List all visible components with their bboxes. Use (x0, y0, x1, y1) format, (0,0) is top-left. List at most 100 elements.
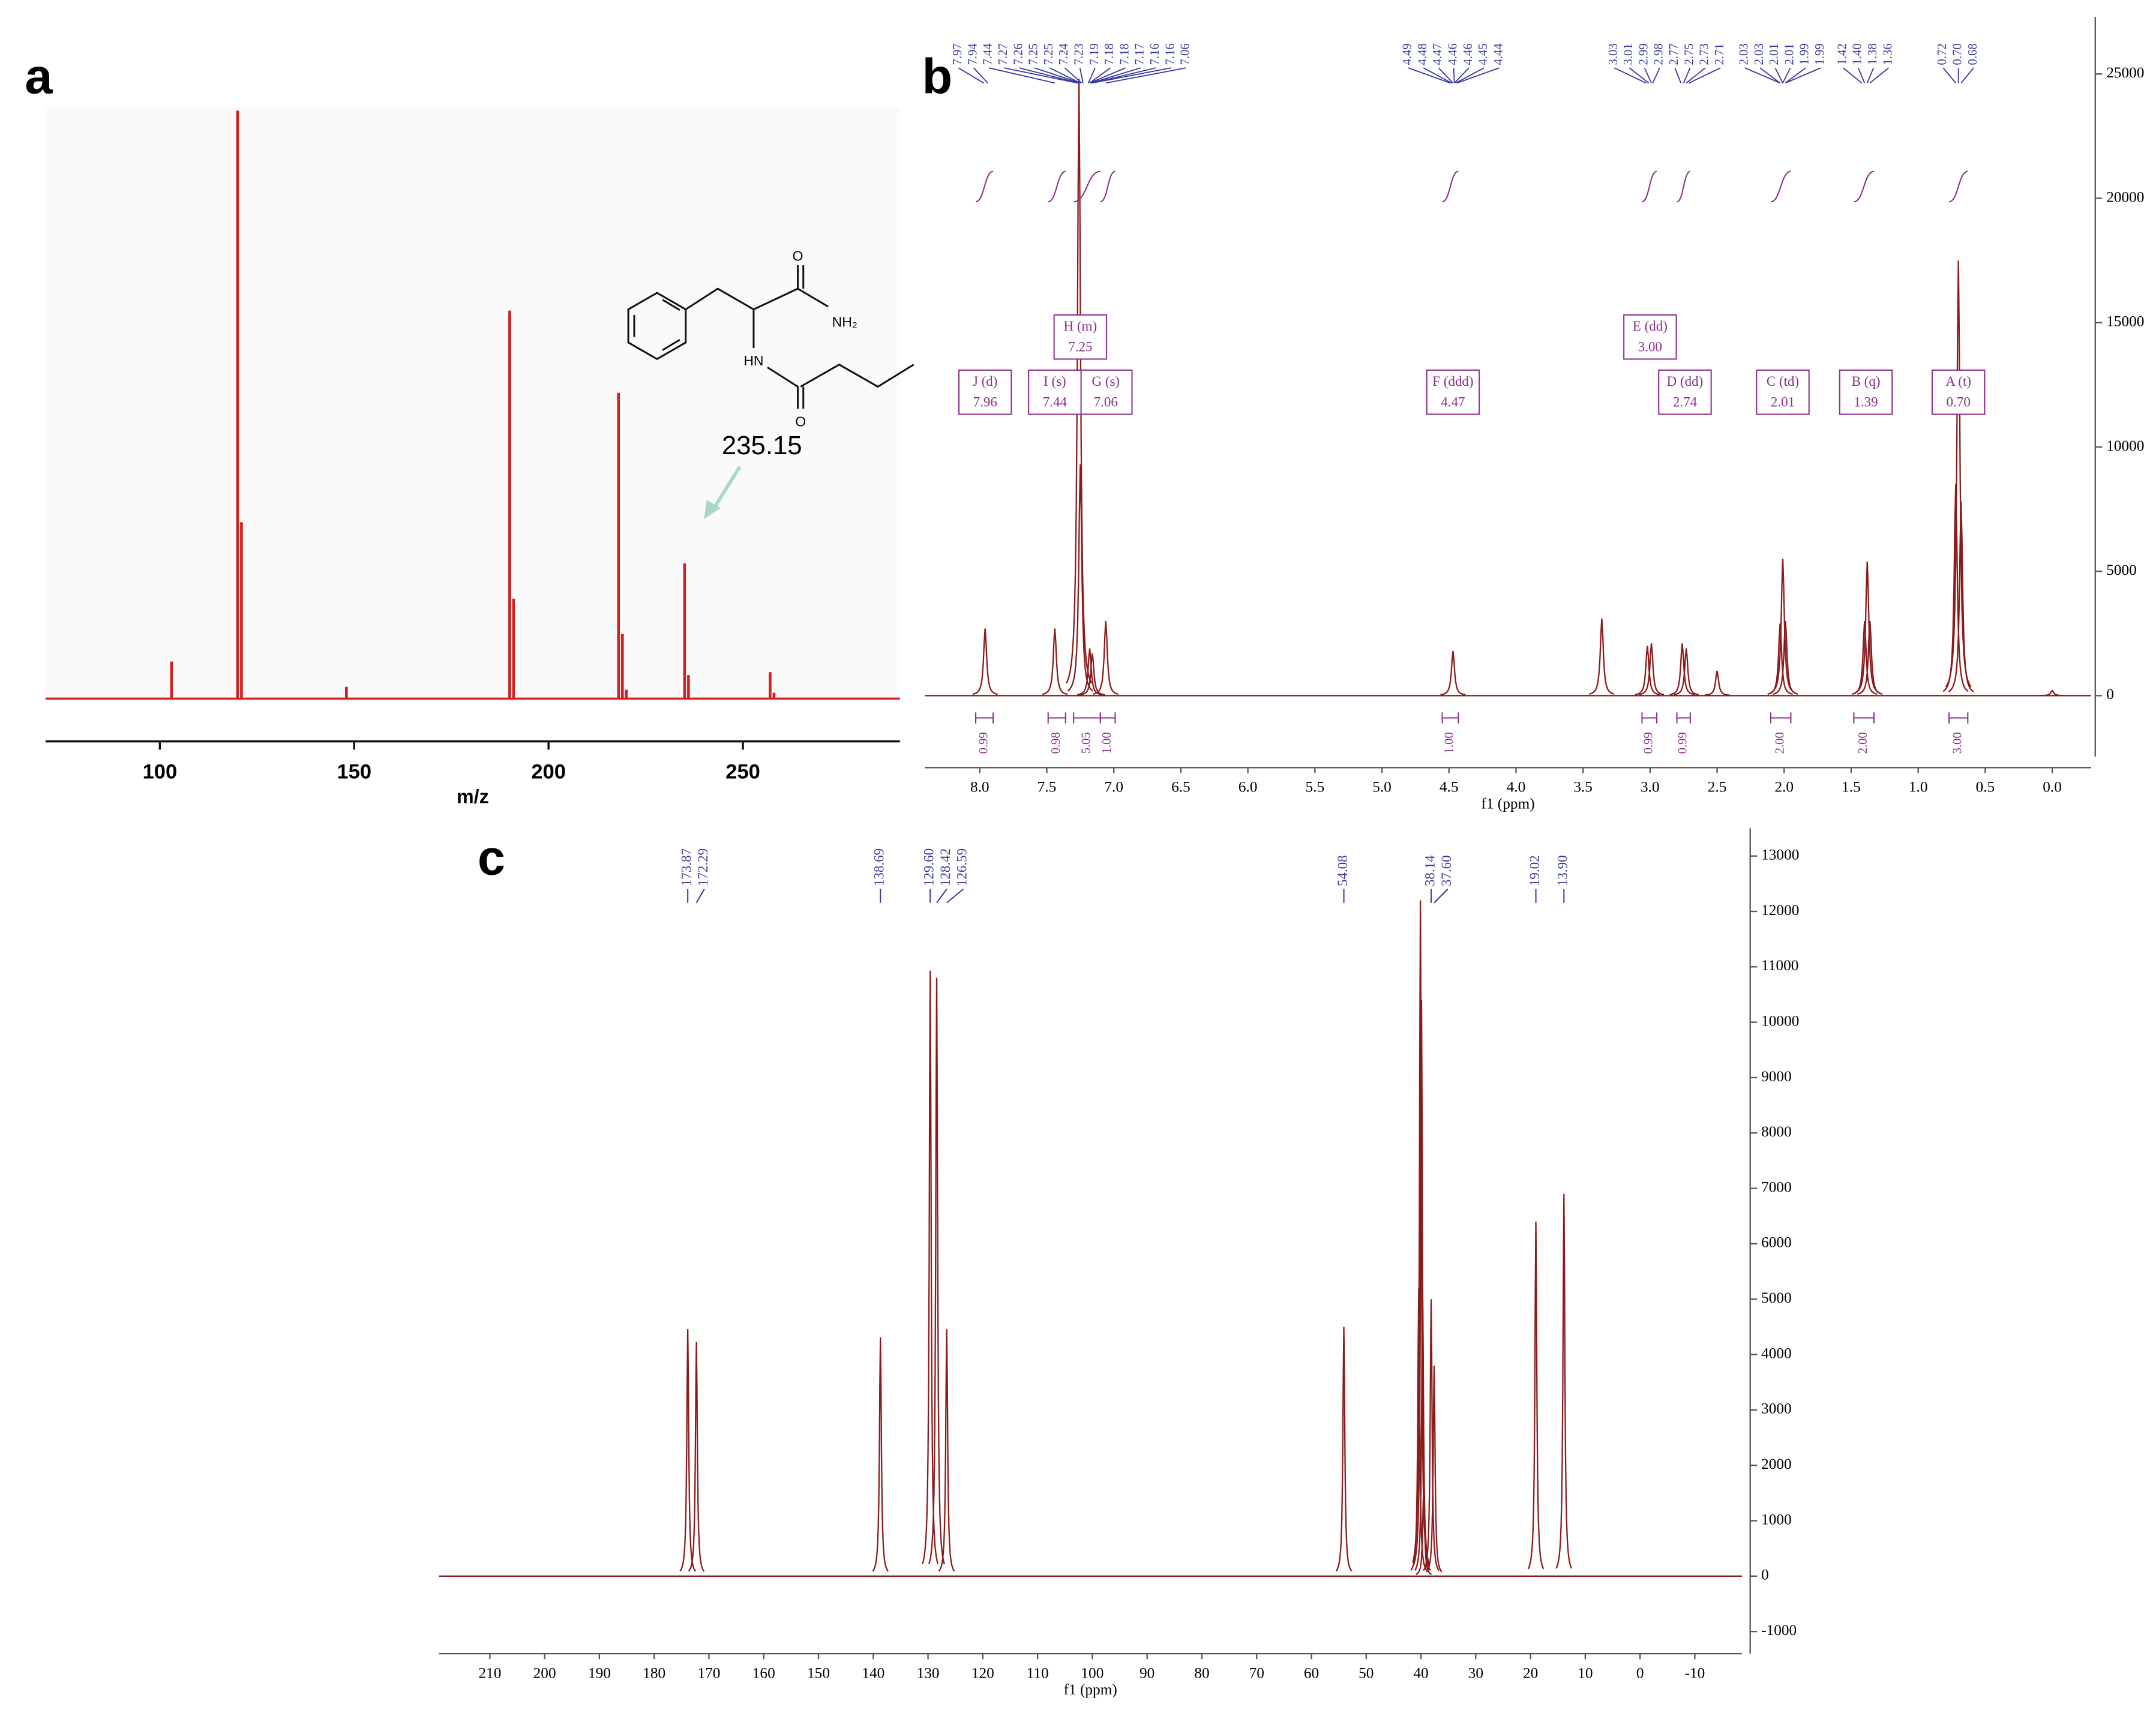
peak-label: 7.06 (1179, 43, 1192, 65)
peak (1942, 484, 1969, 692)
peak-label: 7.27 (997, 43, 1010, 65)
peak-label: 2.99 (1637, 43, 1650, 65)
peak-connector (1019, 67, 1080, 84)
peak-connector (1629, 67, 1650, 84)
multiplet-name: J (d) (973, 374, 998, 389)
peak-label: 2.03 (1753, 43, 1766, 65)
integral-curve (1073, 170, 1101, 203)
peak (1857, 621, 1883, 695)
peak-label: 7.18 (1103, 43, 1116, 65)
peak (1416, 1487, 1432, 1575)
peak-label: 7.44 (982, 43, 995, 65)
peak (1704, 670, 1730, 696)
x-tick-label: 4.0 (1507, 779, 1526, 796)
integral-curve (1100, 170, 1116, 203)
x-tick-label: 100 (143, 761, 178, 784)
integral-curve (1948, 170, 1968, 203)
peak (1042, 628, 1068, 695)
peak-label: 126.59 (955, 848, 970, 886)
integral-bracket (975, 712, 994, 724)
multiplet-name: C (td) (1767, 374, 1799, 389)
x-tick-label: 100 (1081, 1664, 1104, 1681)
peak-connector (1090, 67, 1141, 84)
peak-connector (1759, 67, 1781, 84)
integral-label: 1.00 (1443, 732, 1456, 754)
peak-label: 1.99 (1813, 43, 1827, 65)
peak-label: 2.98 (1653, 43, 1666, 65)
x-tick-label: 130 (917, 1664, 940, 1681)
x-tick-label: 8.0 (970, 779, 989, 796)
peak (1423, 1299, 1440, 1571)
peak-label: 138.69 (872, 848, 887, 886)
y-tick-label: 5000 (1761, 1289, 1792, 1306)
peak-connector (1423, 67, 1452, 84)
peak-label: 4.49 (1401, 43, 1414, 65)
peak-label: 2.73 (1698, 43, 1711, 65)
multiplet-name: I (s) (1043, 374, 1066, 389)
peak-label: 1.99 (1798, 43, 1812, 65)
x-tick-label: 90 (1140, 1664, 1155, 1681)
x-tick-label: 60 (1304, 1664, 1319, 1681)
peak-connector (1866, 67, 1875, 83)
x-tick-label: 6.0 (1239, 779, 1258, 796)
atom-label: O (793, 248, 803, 263)
peak (1335, 1327, 1353, 1572)
peak-label: 7.25 (1027, 43, 1040, 65)
peak-connector (1408, 67, 1451, 84)
peak-label: 54.08 (1335, 855, 1350, 886)
x-tick-label: 110 (1027, 1664, 1049, 1681)
peak-connector (946, 888, 964, 904)
integral-label: 5.05 (1080, 732, 1093, 754)
peak (1773, 621, 1798, 695)
x-tick-label: 10 (1578, 1664, 1593, 1681)
peak (1527, 1221, 1545, 1570)
integral-bracket (1073, 712, 1101, 724)
x-tick-label: 0.0 (2043, 779, 2062, 796)
peak-connector (1089, 67, 1111, 84)
integral-label: 0.99 (1642, 732, 1655, 754)
peak-label: 7.18 (1118, 43, 1131, 65)
x-tick-label: 180 (643, 1664, 665, 1681)
y-tick-label: 4000 (1761, 1345, 1792, 1361)
multiplet-shift: 0.70 (1947, 394, 1971, 409)
integral-curve (1642, 170, 1657, 203)
peak-label: 172.29 (695, 848, 710, 886)
peak (928, 977, 945, 1565)
x-tick-label: -10 (1685, 1664, 1705, 1681)
peak-label: 1.38 (1866, 43, 1879, 65)
peak-connector (1049, 67, 1081, 84)
peak-connector (1686, 67, 1706, 84)
x-tick-label: 120 (971, 1664, 994, 1681)
peak-label: 0.68 (1966, 43, 1980, 65)
integral-bracket (1099, 712, 1116, 724)
peak-connector (1092, 67, 1171, 84)
peak (1638, 643, 1665, 695)
y-tick-label: 25000 (2106, 64, 2144, 81)
x-tick-label: 150 (337, 761, 371, 784)
x-tick-label: 190 (588, 1664, 611, 1681)
peak (872, 1337, 889, 1572)
integral-label: 0.99 (1676, 732, 1689, 754)
y-tick-label: 12000 (1761, 902, 1799, 919)
y-tick-label: 20000 (2106, 188, 2144, 205)
integral-curve (1048, 170, 1066, 203)
x-tick-label: 2.0 (1774, 779, 1794, 796)
peak-connector (1689, 67, 1721, 84)
multiplet-name: E (dd) (1633, 319, 1668, 334)
panel-label: c (478, 830, 505, 886)
peak-label: 19.02 (1527, 855, 1542, 886)
peak (1093, 621, 1119, 695)
annotation-arrowhead (704, 500, 721, 520)
multiplet-name: A (t) (1945, 374, 1971, 389)
y-tick-label: 13000 (1761, 847, 1799, 863)
peak (1948, 502, 1974, 692)
x-tick-label: 140 (862, 1664, 884, 1681)
multiplet-shift: 2.74 (1673, 394, 1698, 409)
y-tick-label: 8000 (1761, 1123, 1792, 1140)
plot-background (45, 107, 900, 701)
peak-label: 2.71 (1713, 43, 1726, 65)
x-tick-label: 1.0 (1909, 779, 1928, 796)
peak (972, 628, 998, 695)
peak-label: 4.44 (1492, 43, 1505, 65)
